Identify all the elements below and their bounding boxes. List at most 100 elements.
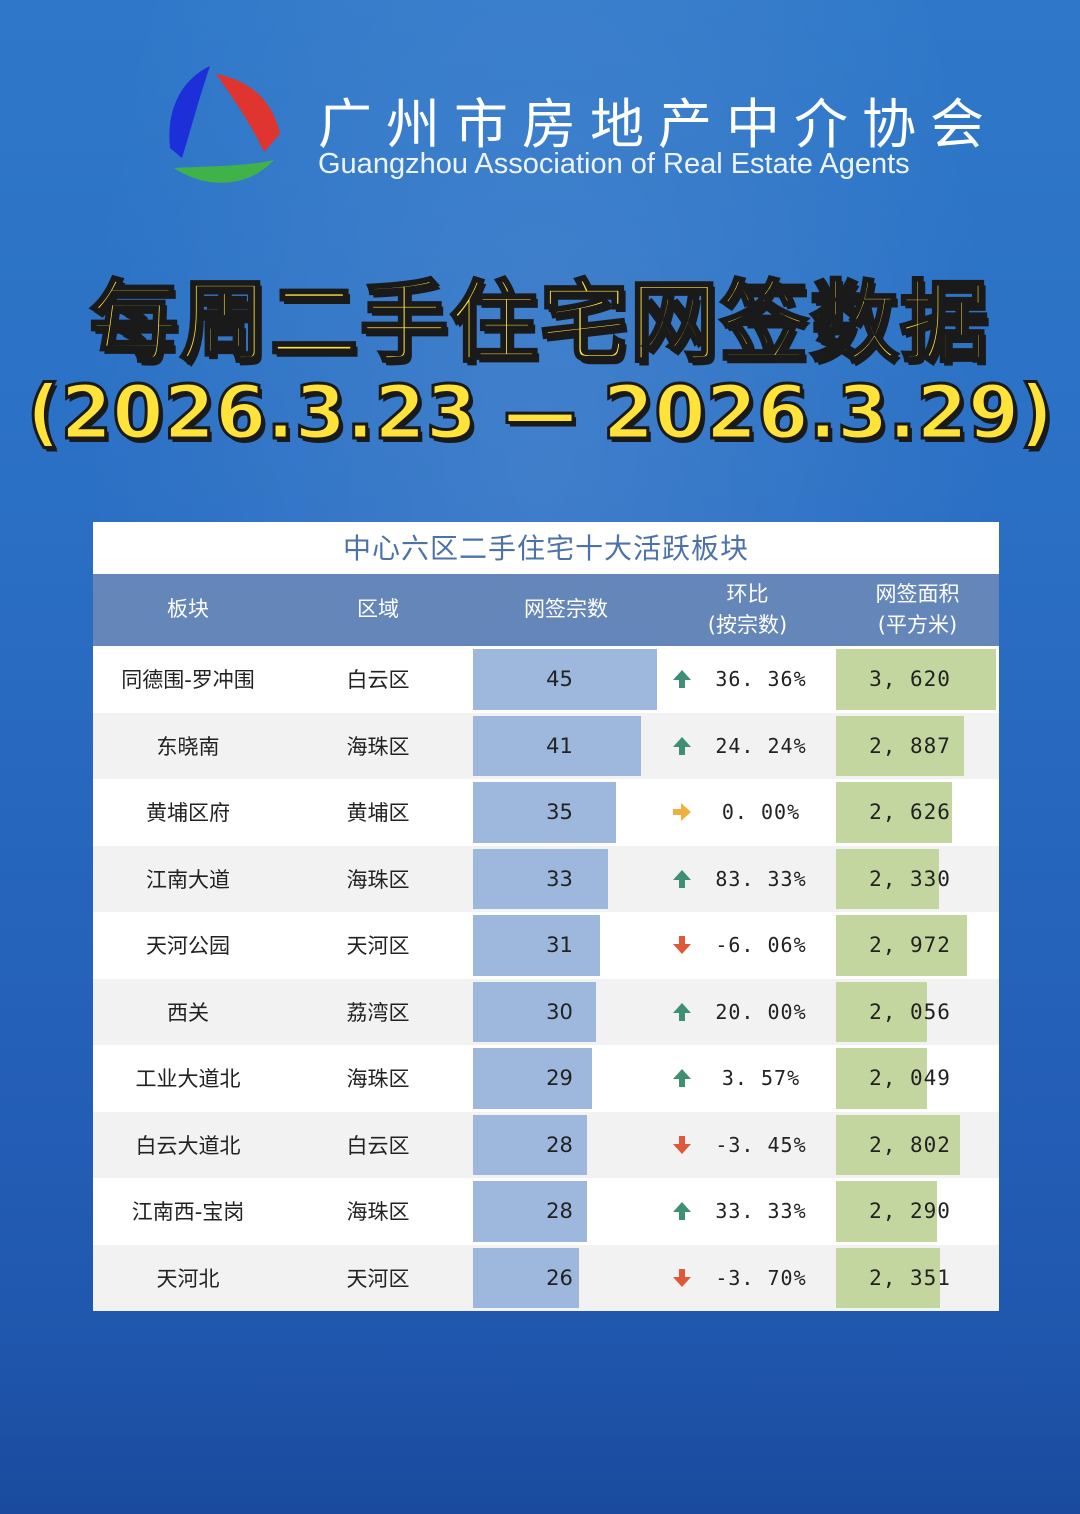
area-value: 2, 330 bbox=[869, 866, 951, 891]
header-area-line1: 网签面积 bbox=[875, 581, 960, 606]
district-name: 海珠区 bbox=[346, 734, 410, 759]
page-title: 每周二手住宅网签数据 bbox=[88, 270, 990, 376]
district-name: 白云区 bbox=[346, 1133, 410, 1158]
count-cell: 31 bbox=[473, 912, 659, 979]
district-name: 海珠区 bbox=[346, 1067, 410, 1092]
count-value: 31 bbox=[546, 933, 573, 958]
area-cell: 2, 351 bbox=[836, 1245, 999, 1312]
block-name: 黄埔区府 bbox=[146, 801, 230, 826]
area-value: 2, 049 bbox=[869, 1066, 951, 1091]
area-cell: 2, 056 bbox=[836, 979, 999, 1046]
area-bar bbox=[836, 782, 953, 843]
arrow-up-icon bbox=[663, 668, 701, 690]
change-cell: -6. 06% bbox=[659, 912, 836, 979]
count-bar bbox=[473, 1048, 592, 1109]
area-cell: 2, 049 bbox=[836, 1045, 999, 1112]
arrow-up-icon bbox=[663, 868, 701, 890]
change-value: 83. 33% bbox=[715, 866, 807, 891]
table-row: 白云大道北 白云区 28 -3. 45% 2, 802 bbox=[93, 1111, 999, 1179]
count-cell: 29 bbox=[473, 1045, 659, 1112]
change-value: 33. 33% bbox=[715, 1199, 807, 1224]
area-cell: 3, 620 bbox=[836, 646, 999, 713]
count-bar bbox=[473, 915, 600, 976]
table-body: 同德围-罗冲围 白云区 45 36. 36% 3, 620 东晓南 海珠区 41 24. 24%… bbox=[93, 646, 999, 1311]
area-cell: 2, 626 bbox=[836, 779, 999, 846]
change-cell: 3. 57% bbox=[659, 1045, 836, 1112]
count-value: 29 bbox=[546, 1066, 573, 1091]
area-value: 3, 620 bbox=[869, 667, 951, 692]
area-value: 2, 972 bbox=[869, 933, 951, 958]
change-value: 24. 24% bbox=[715, 733, 807, 758]
table-row: 同德围-罗冲围 白云区 45 36. 36% 3, 620 bbox=[93, 646, 999, 713]
arrow-right-icon bbox=[663, 801, 701, 823]
table-row: 东晓南 海珠区 41 24. 24% 2, 887 bbox=[93, 712, 999, 780]
header-block: 板块 bbox=[167, 597, 209, 622]
count-value: 28 bbox=[546, 1199, 573, 1224]
change-cell: 83. 33% bbox=[659, 846, 836, 913]
block-name: 工业大道北 bbox=[135, 1067, 241, 1092]
arrow-up-icon bbox=[663, 1067, 701, 1089]
change-cell: 33. 33% bbox=[659, 1178, 836, 1245]
district-name: 白云区 bbox=[346, 668, 410, 693]
change-value: 20. 00% bbox=[715, 999, 807, 1024]
association-name-en: Guangzhou Association of Real Estate Age… bbox=[318, 148, 910, 180]
count-bar bbox=[473, 848, 608, 909]
header-area-line2: (平方米) bbox=[877, 613, 958, 637]
area-cell: 2, 972 bbox=[836, 912, 999, 979]
table-row: 天河公园 天河区 31 -6. 06% 2, 972 bbox=[93, 912, 999, 979]
count-value: 28 bbox=[546, 1132, 573, 1157]
association-header: 广州市房地产中介协会 Guangzhou Association of Real… bbox=[160, 62, 984, 202]
area-bar bbox=[836, 848, 939, 909]
area-value: 2, 056 bbox=[869, 999, 951, 1024]
block-name: 同德围-罗冲围 bbox=[121, 668, 255, 693]
table-row: 黄埔区府 黄埔区 35 0. 00% 2, 626 bbox=[93, 779, 999, 846]
count-bar bbox=[473, 782, 617, 843]
count-bar bbox=[473, 1181, 588, 1242]
area-bar bbox=[836, 981, 927, 1042]
arrow-up-icon bbox=[663, 1001, 701, 1023]
header-change: 环比 (按宗数) bbox=[659, 574, 836, 646]
count-bar bbox=[473, 1114, 588, 1175]
change-cell: 20. 00% bbox=[659, 979, 836, 1046]
header-change-line1: 环比 bbox=[726, 581, 769, 606]
change-cell: 24. 24% bbox=[659, 713, 836, 780]
area-value: 2, 887 bbox=[869, 733, 951, 758]
district-name: 天河区 bbox=[346, 1266, 410, 1291]
area-bar bbox=[836, 1048, 927, 1109]
arrow-down-icon bbox=[663, 1134, 701, 1156]
change-value: -3. 45% bbox=[715, 1132, 807, 1157]
count-bar bbox=[473, 649, 657, 710]
count-cell: 35 bbox=[473, 779, 659, 846]
count-value: 35 bbox=[546, 800, 573, 825]
count-cell: 28 bbox=[473, 1112, 659, 1179]
date-range: (2026.3.23 — 2026.3.29) bbox=[25, 369, 1054, 458]
change-cell: 36. 36% bbox=[659, 646, 836, 713]
area-bar bbox=[836, 715, 964, 776]
block-name: 东晓南 bbox=[156, 734, 220, 759]
association-name-cn: 广州市房地产中介协会 bbox=[318, 93, 998, 156]
block-name: 江南大道 bbox=[146, 867, 230, 892]
table-row: 西关 荔湾区 30 20. 00% 2, 056 bbox=[93, 978, 999, 1046]
count-value: 33 bbox=[546, 866, 573, 891]
change-value: 36. 36% bbox=[715, 667, 807, 692]
area-bar bbox=[836, 915, 968, 976]
block-name: 天河公园 bbox=[146, 934, 230, 959]
block-name: 天河北 bbox=[156, 1266, 220, 1291]
count-value: 30 bbox=[546, 999, 573, 1024]
count-cell: 26 bbox=[473, 1245, 659, 1312]
area-value: 2, 802 bbox=[869, 1132, 951, 1157]
count-bar bbox=[473, 1247, 580, 1308]
table-title: 中心六区二手住宅十大活跃板块 bbox=[342, 532, 749, 565]
area-cell: 2, 330 bbox=[836, 846, 999, 913]
area-bar bbox=[836, 1247, 940, 1308]
arrow-up-icon bbox=[663, 735, 701, 757]
district-name: 天河区 bbox=[346, 934, 410, 959]
area-cell: 2, 290 bbox=[836, 1178, 999, 1245]
district-name: 荔湾区 bbox=[346, 1000, 410, 1025]
bottom-band bbox=[0, 1338, 1080, 1514]
table-row: 江南大道 海珠区 33 83. 33% 2, 330 bbox=[93, 845, 999, 913]
table-row: 江南西-宝岗 海珠区 28 33. 33% 2, 290 bbox=[93, 1178, 999, 1245]
header-area: 网签面积 (平方米) bbox=[836, 574, 999, 646]
area-value: 2, 351 bbox=[869, 1265, 951, 1290]
change-value: 0. 00% bbox=[721, 800, 801, 825]
